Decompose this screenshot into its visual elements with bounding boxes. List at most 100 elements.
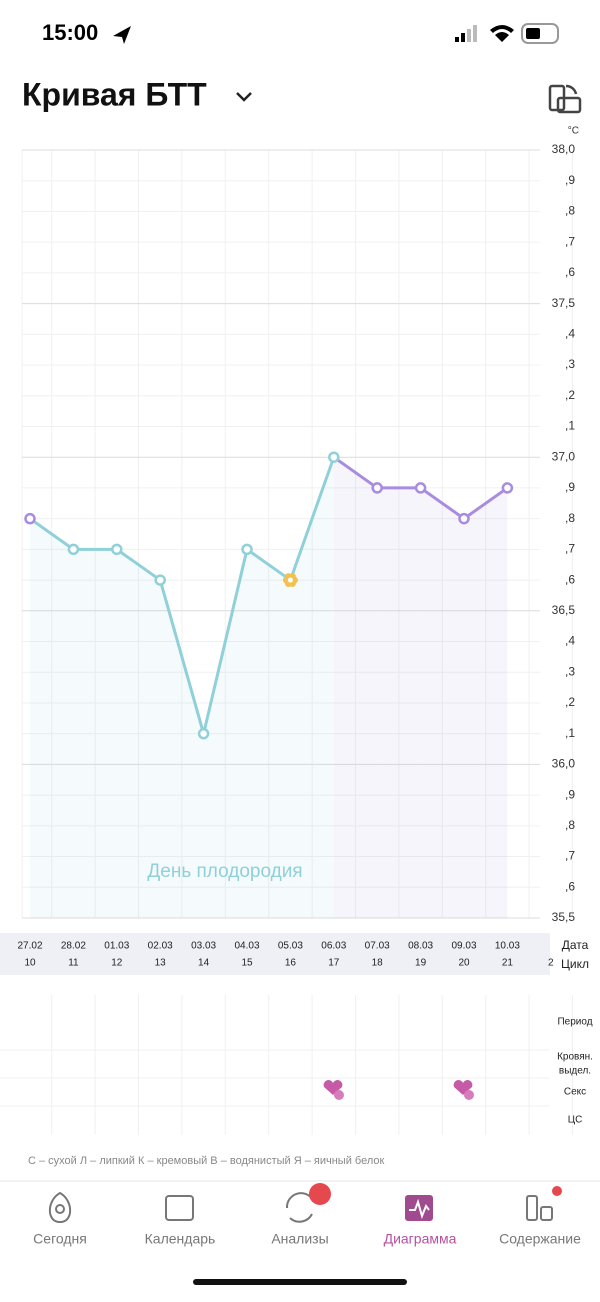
- location-icon: [113, 26, 131, 44]
- cycle-label: 11: [68, 958, 79, 969]
- tab-icon-glyph: [409, 1198, 430, 1220]
- y-tick-label: 36,0: [552, 757, 576, 771]
- date-row-label: Дата: [562, 938, 589, 952]
- point: [458, 512, 470, 525]
- title-dropdown[interactable]: [236, 92, 252, 102]
- event-row-label: Кровян.: [557, 1052, 593, 1063]
- rotate-button[interactable]: [548, 84, 582, 114]
- area: [247, 549, 291, 918]
- area: [160, 580, 204, 918]
- ovulation-marker: [282, 573, 298, 588]
- x-tick-label: 27.02: [17, 941, 42, 952]
- unit-label: °С: [568, 126, 579, 137]
- status-icons: [455, 23, 559, 44]
- line-segment: [246, 548, 292, 582]
- area: [420, 487, 464, 918]
- area: [203, 549, 247, 918]
- tab-label[interactable]: Содержание: [499, 1231, 581, 1247]
- y-tick-label: 35,5: [552, 910, 576, 924]
- area: [333, 457, 378, 918]
- line-segment: [332, 455, 379, 490]
- cycle-label: 10: [24, 958, 36, 969]
- y-tick-label: ,8: [565, 511, 575, 525]
- x-tick-label: 02.03: [148, 941, 173, 952]
- tab-label[interactable]: Календарь: [145, 1231, 216, 1247]
- cycle-label: 18: [372, 958, 384, 969]
- y-tick-label: ,9: [565, 480, 575, 494]
- cycle-label: 2: [548, 958, 554, 969]
- cycle-label: 17: [328, 958, 340, 969]
- legend-text: С – сухой Л – липкий К – кремовый В – во…: [28, 1155, 384, 1167]
- y-tick-label: ,7: [565, 234, 575, 248]
- tab-icon[interactable]: [55, 1204, 65, 1214]
- y-tick-label: ,6: [565, 879, 575, 893]
- tab-label[interactable]: Анализы: [271, 1231, 328, 1247]
- tab-icon[interactable]: [526, 1195, 538, 1221]
- y-tick-label: ,2: [565, 388, 575, 402]
- status-time: 15:00: [42, 20, 98, 45]
- y-tick-label: ,1: [565, 419, 575, 433]
- cycle-label: 21: [502, 958, 514, 969]
- area: [73, 549, 117, 918]
- event-grid: [0, 1049, 550, 1107]
- area: [464, 487, 508, 918]
- line-segment: [463, 486, 509, 520]
- line-segment: [158, 579, 206, 735]
- cycle-label: 12: [111, 958, 123, 969]
- x-tick-label: 06.03: [321, 941, 346, 952]
- y-tick-label: ,1: [565, 726, 575, 740]
- point: [24, 512, 36, 525]
- point: [328, 451, 340, 463]
- y-tick-label: ,7: [565, 849, 575, 863]
- tab-label[interactable]: Диаграмма: [384, 1231, 457, 1247]
- y-tick-label: 37,5: [552, 296, 576, 310]
- y-tick-label: ,6: [565, 265, 575, 279]
- x-tick-label: 07.03: [365, 941, 390, 952]
- tab-icon[interactable]: [48, 1191, 72, 1224]
- cycle-label: 15: [241, 958, 253, 969]
- line-segment: [115, 548, 162, 582]
- point: [111, 543, 123, 556]
- point: [501, 482, 514, 494]
- y-tick-label: ,4: [565, 634, 575, 648]
- x-tick-label: 28.02: [61, 941, 86, 952]
- point: [241, 543, 253, 556]
- line-segment: [419, 486, 465, 520]
- tab-label[interactable]: Сегодня: [33, 1231, 87, 1247]
- y-tick-label: ,8: [565, 204, 575, 218]
- cycle-label: 14: [198, 958, 210, 969]
- line-segment: [29, 517, 75, 551]
- area: [377, 487, 421, 918]
- cycle-label: 19: [415, 958, 427, 969]
- y-tick-label: ,3: [565, 664, 575, 678]
- y-tick-label: ,4: [565, 326, 575, 340]
- badge: [309, 1183, 331, 1205]
- tab-icon[interactable]: [540, 1206, 553, 1221]
- x-tick-label: 05.03: [278, 941, 303, 952]
- sex-icons: [323, 1080, 474, 1100]
- y-tick-label: ,9: [565, 787, 575, 801]
- point: [154, 574, 166, 586]
- x-tick-label: 01.03: [104, 941, 129, 952]
- x-tick-label: 03.03: [191, 941, 216, 952]
- cycle-label: 13: [155, 958, 167, 969]
- page-title[interactable]: Кривая БТТ: [22, 76, 207, 112]
- point: [67, 543, 80, 556]
- y-tick-label: ,9: [565, 173, 575, 187]
- event-row-label: выдел.: [559, 1066, 591, 1077]
- tab-icon[interactable]: [165, 1195, 194, 1221]
- y-tick-label: ,6: [565, 572, 575, 586]
- point: [371, 482, 383, 494]
- y-tick-label: ,3: [565, 357, 575, 371]
- badge-dot: [552, 1186, 562, 1196]
- line-segment: [288, 456, 336, 581]
- y-tick-label: ,7: [565, 542, 575, 556]
- x-tick-label: 04.03: [234, 941, 259, 952]
- point: [197, 727, 210, 740]
- cycle-label: 16: [285, 958, 297, 969]
- area: [30, 518, 74, 918]
- tab-icon[interactable]: [285, 1192, 314, 1223]
- cycle-label: 20: [458, 958, 470, 969]
